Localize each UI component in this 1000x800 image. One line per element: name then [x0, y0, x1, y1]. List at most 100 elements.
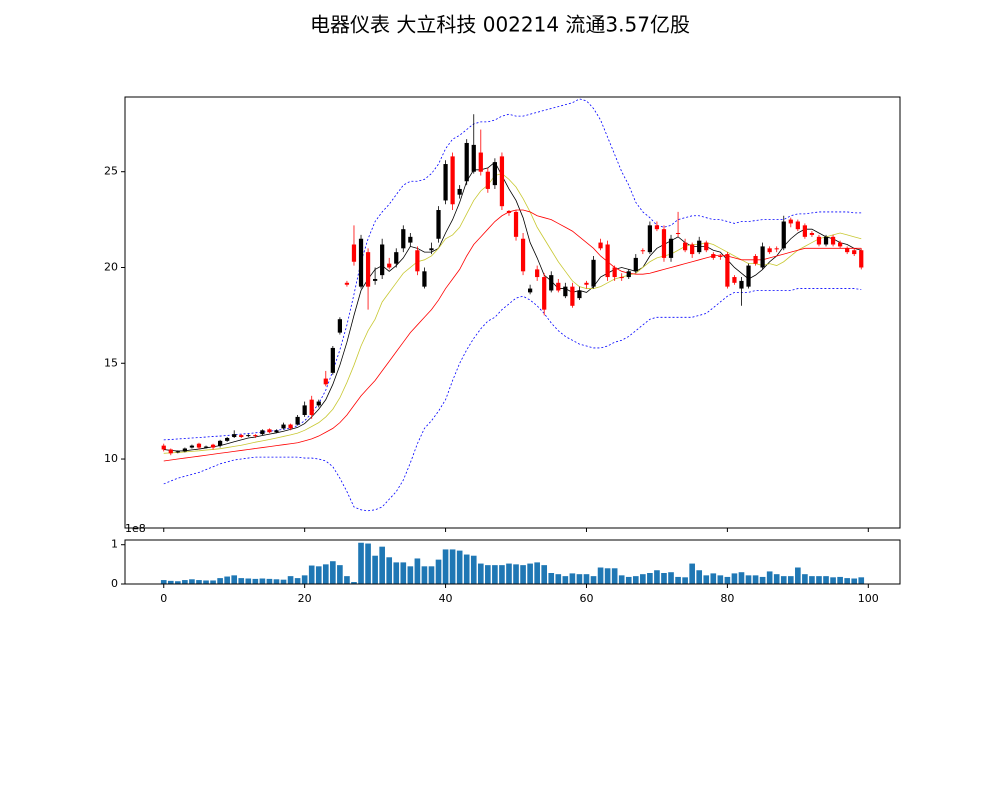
- candle-body: [661, 229, 667, 258]
- volume-bar: [689, 563, 695, 584]
- volume-bar: [625, 576, 632, 584]
- chart-title: 电器仪表 大立科技 002214 流通3.57亿股: [310, 13, 690, 37]
- volume-bar: [513, 564, 519, 584]
- candle-body: [809, 233, 815, 235]
- volume-bar: [435, 559, 442, 584]
- volume-bar: [780, 576, 787, 584]
- volume-bar: [259, 578, 266, 584]
- candle-body: [859, 250, 864, 268]
- volume-bar: [224, 576, 230, 584]
- volume-bar: [358, 542, 364, 584]
- candle-body: [760, 246, 765, 268]
- volume-bar: [766, 571, 773, 584]
- volume-bar: [477, 563, 484, 584]
- candle-body: [415, 250, 420, 272]
- line-series: [163, 161, 862, 452]
- volume-bar: [182, 580, 188, 584]
- volume-bar: [858, 577, 865, 584]
- volume-bar: [682, 577, 688, 584]
- y-tick-label: 20: [104, 260, 118, 273]
- candle-body: [845, 248, 850, 253]
- volume-bar: [167, 580, 174, 584]
- candle-body: [246, 435, 251, 437]
- volume-bar: [428, 566, 435, 584]
- volume-bar: [386, 557, 393, 584]
- volume-bar: [421, 566, 428, 584]
- volume-bar: [456, 550, 463, 584]
- x-tick-label: 0: [160, 592, 167, 605]
- volume-bar: [745, 575, 752, 584]
- volume-bar: [245, 578, 252, 584]
- candle-body: [767, 248, 772, 253]
- volume-bar: [851, 578, 858, 584]
- y-tick-label: 0: [111, 577, 118, 590]
- volume-bar: [315, 566, 322, 584]
- candle-body: [781, 221, 786, 249]
- volume-bar: [308, 565, 315, 584]
- candle-body: [168, 449, 173, 454]
- candle-body: [718, 255, 723, 257]
- candle-body: [739, 280, 744, 289]
- volume-bar: [294, 578, 301, 584]
- volume-bar: [752, 575, 759, 584]
- candle-body: [443, 164, 448, 201]
- volume-bar: [400, 562, 407, 584]
- volume-bar: [337, 565, 343, 584]
- volume-bar: [731, 573, 738, 584]
- candle-body: [612, 267, 617, 278]
- candle-body: [506, 210, 512, 213]
- candle-body: [464, 142, 469, 182]
- volume-bar: [365, 543, 371, 584]
- candle-body: [253, 435, 258, 437]
- candle-body: [725, 254, 730, 287]
- volume-bar: [407, 566, 414, 584]
- candle-body: [816, 236, 822, 245]
- candle-body: [774, 248, 779, 250]
- candle-body: [182, 448, 187, 452]
- candle-body: [528, 288, 533, 293]
- candle-body: [619, 277, 624, 279]
- volume-bar: [280, 579, 287, 584]
- line-series: [163, 288, 862, 512]
- candle-body: [499, 156, 505, 207]
- candle-body: [520, 238, 526, 272]
- volume-bar: [266, 578, 273, 584]
- candle-body: [260, 430, 265, 435]
- volume-bar: [562, 576, 569, 584]
- candle-body: [408, 236, 413, 243]
- volume-bar: [485, 565, 491, 584]
- candle-body: [351, 244, 357, 262]
- candle-body: [577, 290, 582, 299]
- candle-body: [196, 443, 202, 448]
- axis-offset-text: 1e8: [125, 522, 146, 535]
- axes-frame: [124, 539, 901, 585]
- volume-bar: [203, 580, 209, 584]
- candle-body: [450, 156, 455, 205]
- candle-body: [492, 162, 497, 186]
- volume-bar: [604, 568, 611, 584]
- y-tick-label: 15: [104, 356, 118, 369]
- volume-bar: [520, 565, 526, 584]
- volume-bar: [618, 575, 625, 584]
- volume-bar: [675, 576, 681, 584]
- volume-bar: [830, 577, 836, 584]
- axes-frame: [124, 96, 901, 529]
- candle-body: [323, 378, 328, 385]
- candle-body: [513, 211, 519, 237]
- volume-bar: [175, 581, 181, 584]
- candle-body: [330, 347, 335, 373]
- candle-body: [239, 435, 244, 438]
- volume-bar: [527, 563, 533, 584]
- candle-body: [570, 286, 575, 306]
- candle-body: [358, 238, 364, 287]
- candle-body: [549, 275, 554, 291]
- line-series: [163, 209, 862, 462]
- volume-bar: [597, 567, 604, 584]
- volume-bar: [273, 579, 280, 584]
- candle-body: [471, 144, 476, 172]
- volume-bar: [787, 576, 794, 584]
- candle-body: [563, 286, 568, 297]
- candle-body: [436, 210, 441, 239]
- volume-bar: [837, 576, 843, 584]
- x-tick-label: 20: [298, 592, 312, 605]
